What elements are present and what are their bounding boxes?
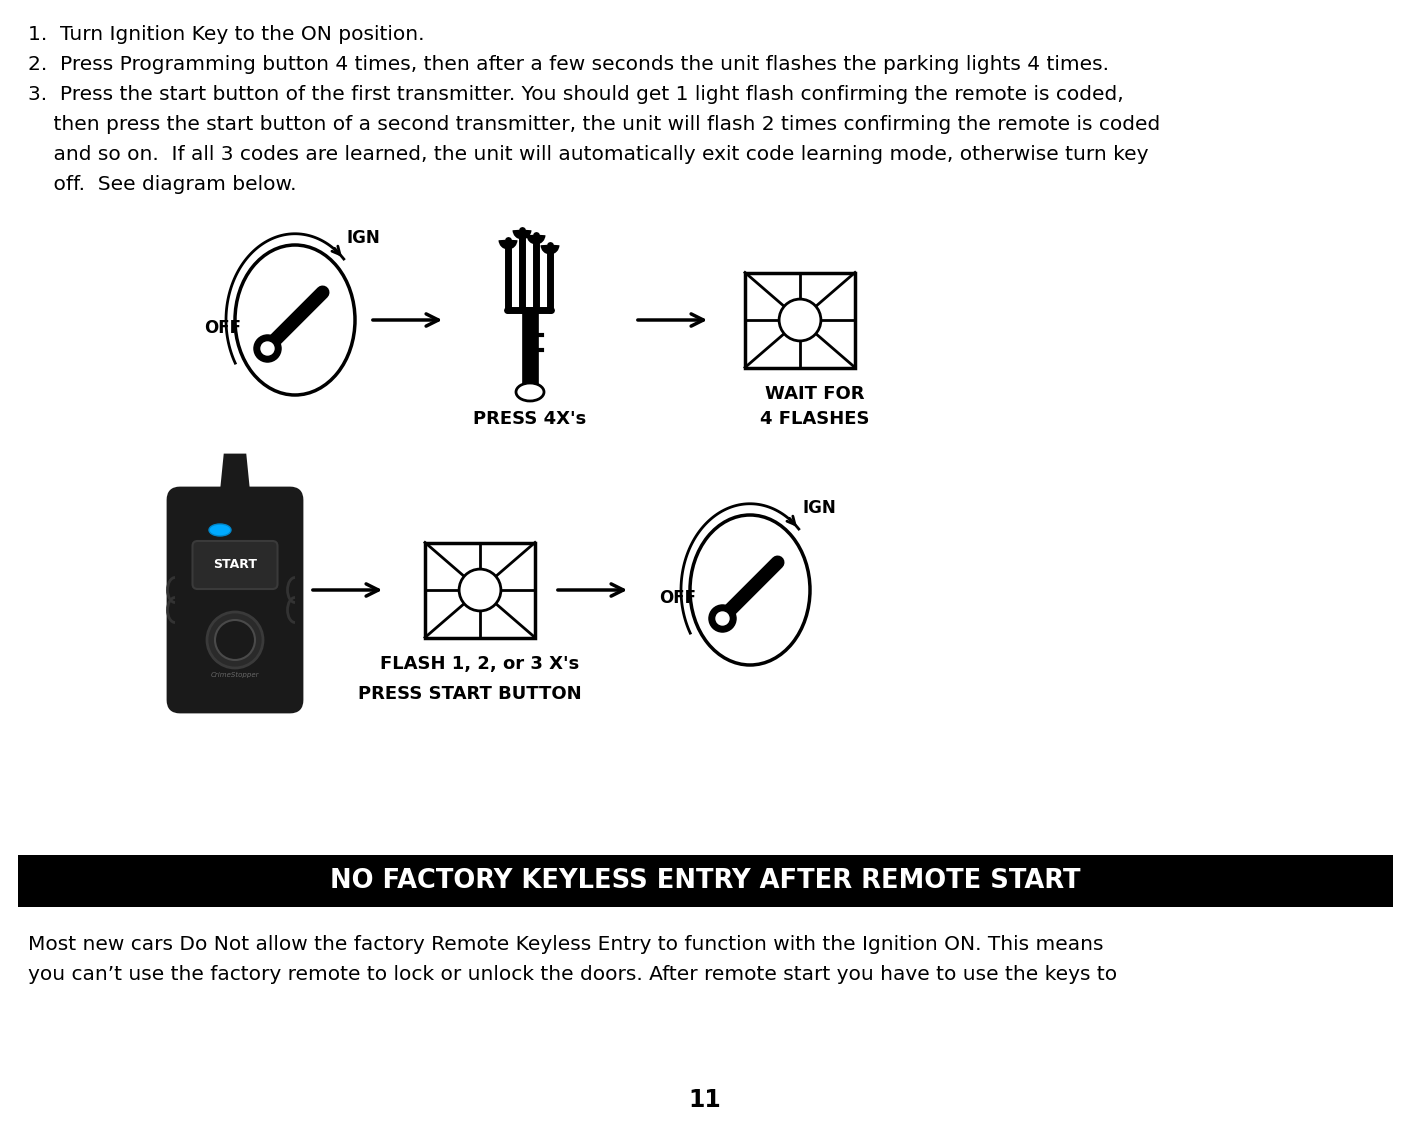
Text: FLASH 1, 2, or 3 X's: FLASH 1, 2, or 3 X's bbox=[381, 655, 580, 673]
Text: 11: 11 bbox=[689, 1088, 721, 1112]
Text: 1.  Turn Ignition Key to the ON position.: 1. Turn Ignition Key to the ON position. bbox=[28, 25, 425, 44]
Text: START: START bbox=[213, 559, 257, 571]
Text: IGN: IGN bbox=[801, 499, 835, 517]
Bar bbox=[425, 543, 535, 638]
Text: 2.  Press Programming button 4 times, then after a few seconds the unit flashes : 2. Press Programming button 4 times, the… bbox=[28, 55, 1109, 75]
Text: Most new cars Do Not allow the factory Remote Keyless Entry to function with the: Most new cars Do Not allow the factory R… bbox=[28, 935, 1103, 954]
Text: IGN: IGN bbox=[347, 229, 381, 247]
Ellipse shape bbox=[236, 245, 356, 395]
Polygon shape bbox=[220, 455, 250, 505]
Text: OFF: OFF bbox=[659, 589, 697, 607]
Ellipse shape bbox=[690, 515, 810, 665]
Text: you can’t use the factory remote to lock or unlock the doors. After remote start: you can’t use the factory remote to lock… bbox=[28, 965, 1118, 984]
Text: OFF: OFF bbox=[205, 320, 241, 336]
Text: 4 FLASHES: 4 FLASHES bbox=[761, 410, 869, 428]
Circle shape bbox=[207, 612, 262, 668]
Circle shape bbox=[214, 620, 255, 660]
FancyBboxPatch shape bbox=[168, 488, 302, 712]
Text: PRESS START BUTTON: PRESS START BUTTON bbox=[358, 685, 581, 703]
Bar bbox=[745, 272, 855, 368]
Text: and so on.  If all 3 codes are learned, the unit will automatically exit code le: and so on. If all 3 codes are learned, t… bbox=[28, 145, 1149, 164]
Bar bbox=[18, 855, 1393, 907]
Text: CrimeStopper: CrimeStopper bbox=[210, 672, 260, 679]
Ellipse shape bbox=[209, 524, 231, 536]
Text: then press the start button of a second transmitter, the unit will flash 2 times: then press the start button of a second … bbox=[28, 115, 1160, 134]
Text: WAIT FOR: WAIT FOR bbox=[765, 385, 865, 403]
Circle shape bbox=[459, 569, 501, 611]
Ellipse shape bbox=[516, 383, 545, 401]
Text: NO FACTORY KEYLESS ENTRY AFTER REMOTE START: NO FACTORY KEYLESS ENTRY AFTER REMOTE ST… bbox=[330, 868, 1081, 894]
Text: 3.  Press the start button of the first transmitter. You should get 1 light flas: 3. Press the start button of the first t… bbox=[28, 85, 1123, 104]
Text: off.  See diagram below.: off. See diagram below. bbox=[28, 175, 296, 194]
Text: PRESS 4X's: PRESS 4X's bbox=[473, 410, 587, 428]
FancyBboxPatch shape bbox=[192, 541, 278, 589]
Circle shape bbox=[779, 299, 821, 341]
